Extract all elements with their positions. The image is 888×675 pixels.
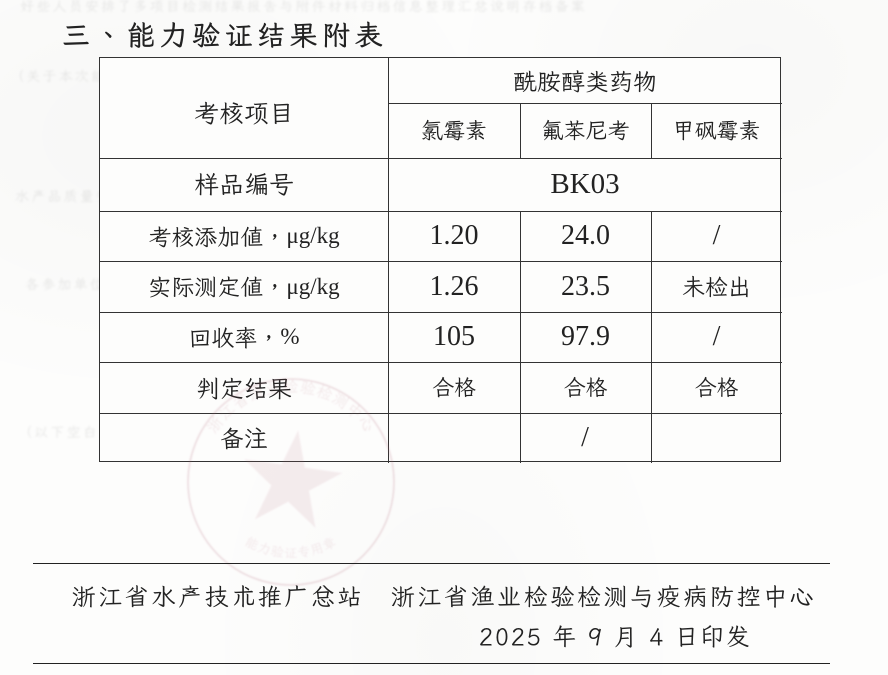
svg-text:能力验证专用章: 能力验证专用章 xyxy=(242,533,339,561)
svg-text:浙江省渔业检验检测中心: 浙江省渔业检验检测中心 xyxy=(202,377,379,437)
